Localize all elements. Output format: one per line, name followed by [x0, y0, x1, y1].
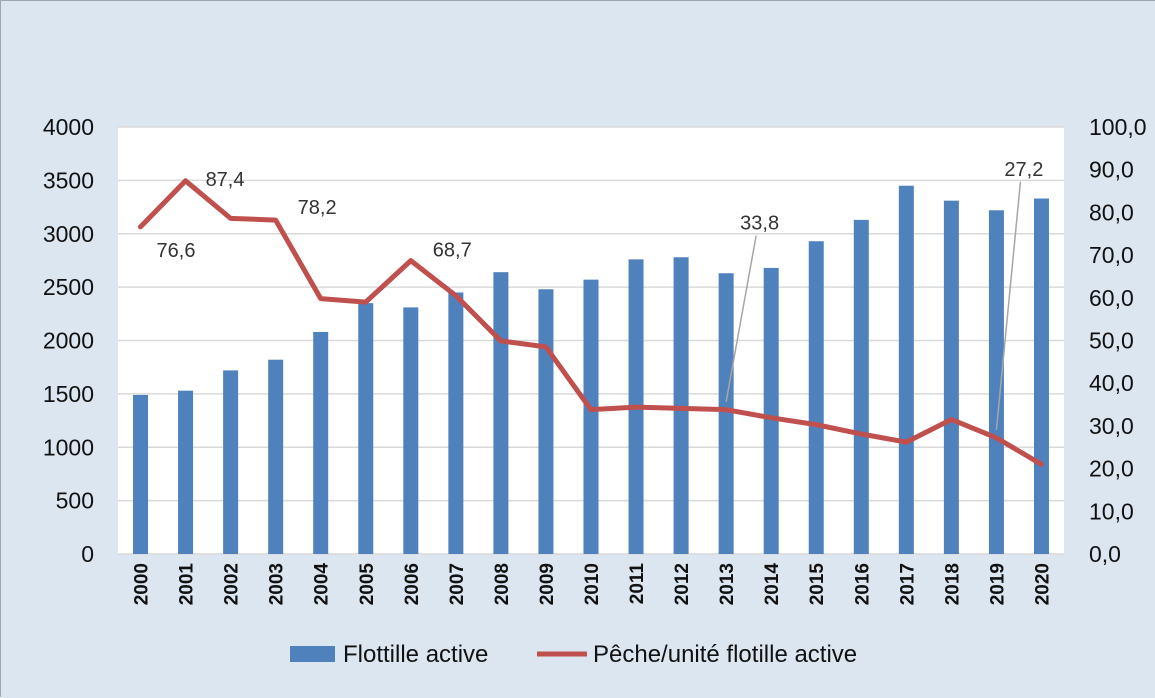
right-tick-label: 20,0	[1089, 456, 1134, 482]
right-axis: 0,0 10,0 20,0 30,0 40,0 50,0 60,0 70,0 80,0 90,0 1…	[1089, 114, 1147, 567]
bar	[358, 303, 374, 554]
x-tick-label: 2008	[492, 563, 513, 605]
bar	[673, 257, 689, 554]
left-tick-label: 3000	[43, 221, 94, 247]
x-tick-label: 2013	[717, 563, 738, 605]
data-label: 68,7	[433, 240, 472, 262]
label-leader-lines	[725, 181, 1022, 430]
right-tick-label: 50,0	[1089, 328, 1134, 354]
right-tick-label: 0,0	[1089, 541, 1121, 567]
x-tick-label: 2009	[537, 563, 558, 605]
data-label: 27,2	[1004, 159, 1043, 181]
data-label: 78,2	[298, 197, 337, 219]
x-tick-label: 2018	[942, 563, 963, 605]
bar	[268, 359, 284, 554]
line-series	[138, 178, 1044, 467]
bar	[313, 331, 329, 554]
bar	[403, 307, 419, 554]
left-tick-label: 1000	[43, 434, 94, 460]
series-line	[138, 178, 1044, 467]
bar	[178, 390, 194, 554]
right-tick-label: 60,0	[1089, 285, 1134, 311]
x-tick-label: 2003	[267, 563, 288, 605]
bar	[133, 394, 149, 554]
x-tick-label: 2005	[357, 563, 378, 606]
x-tick-label: 2010	[582, 563, 603, 605]
left-tick-label: 2000	[43, 328, 94, 354]
right-tick-label: 70,0	[1089, 242, 1134, 268]
bar	[493, 272, 509, 554]
x-tick-label: 2007	[447, 563, 468, 605]
right-tick-label: 100,0	[1089, 114, 1147, 140]
x-axis: 2000 2001 2002 2003 2004 2005 2006 2007 2008 2009…	[132, 563, 1054, 606]
data-label: 33,8	[740, 213, 779, 235]
x-tick-label: 2014	[762, 563, 783, 606]
left-tick-label: 0	[81, 541, 94, 567]
data-label: 87,4	[206, 169, 245, 191]
right-tick-label: 10,0	[1089, 498, 1134, 524]
bar	[853, 219, 869, 554]
legend: Flottille active Pêche/unité flotille ac…	[290, 641, 857, 668]
data-labels: 76,6 87,4 78,2 68,7 33,8 27,2	[157, 159, 1044, 262]
left-tick-label: 3500	[43, 167, 94, 193]
right-tick-label: 30,0	[1089, 413, 1134, 439]
x-tick-label: 2020	[1032, 563, 1053, 605]
x-tick-label: 2011	[627, 563, 648, 605]
bar	[808, 241, 824, 554]
bar	[1033, 198, 1049, 554]
bar-series	[133, 185, 1049, 554]
x-tick-label: 2016	[852, 563, 873, 605]
leader-line	[995, 181, 1022, 430]
x-tick-label: 2002	[222, 563, 243, 605]
x-tick-label: 2001	[177, 563, 198, 606]
bar	[988, 210, 1004, 554]
leader-line	[725, 235, 757, 402]
legend-label-bar: Flottille active	[343, 641, 488, 668]
x-tick-label: 2004	[312, 563, 333, 606]
left-tick-label: 2500	[43, 274, 94, 300]
left-tick-label: 4000	[43, 114, 94, 140]
bar	[898, 185, 914, 554]
bar	[448, 292, 464, 554]
x-tick-label: 2019	[987, 563, 1008, 605]
bar	[223, 370, 239, 554]
right-tick-label: 80,0	[1089, 199, 1134, 225]
left-tick-label: 500	[56, 488, 94, 514]
left-axis: 0 500 1000 1500 2000 2500 3000 3500 4000	[43, 114, 94, 567]
x-tick-label: 2015	[807, 563, 828, 606]
legend-label-line: Pêche/unité flotille active	[593, 641, 857, 668]
legend-swatch-bar	[290, 646, 335, 662]
bar	[583, 279, 599, 554]
bar	[943, 200, 959, 554]
bar	[538, 289, 554, 554]
bar	[763, 267, 779, 554]
left-tick-label: 1500	[43, 381, 94, 407]
data-label: 76,6	[157, 240, 196, 262]
bar	[718, 273, 734, 554]
right-tick-label: 90,0	[1089, 157, 1134, 183]
right-tick-label: 40,0	[1089, 370, 1134, 396]
x-tick-label: 2017	[897, 563, 918, 605]
x-tick-label: 2000	[132, 563, 153, 605]
x-tick-label: 2006	[402, 563, 423, 605]
x-tick-label: 2012	[672, 563, 693, 605]
